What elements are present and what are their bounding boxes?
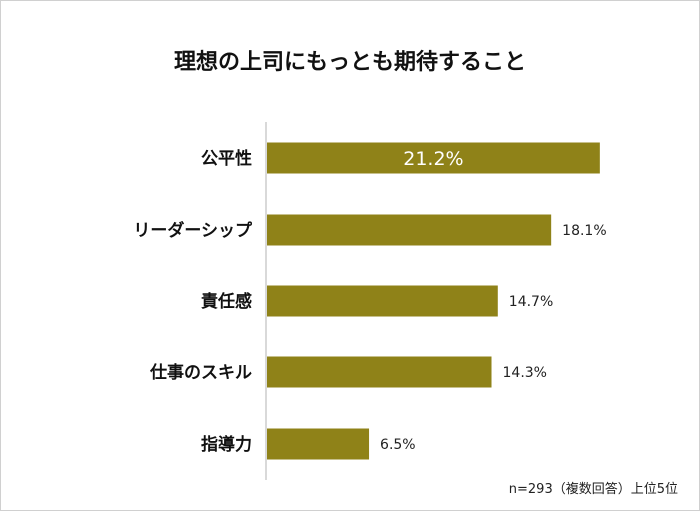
data-label: 14.3%: [503, 365, 547, 381]
sample-note: n=293（複数回答）上位5位: [508, 482, 678, 497]
data-label: 14.7%: [509, 294, 553, 310]
category-label: 責任感: [201, 291, 252, 312]
bar: [267, 142, 600, 174]
data-label: 6.5%: [380, 437, 416, 453]
bar: [267, 356, 492, 388]
bar: [267, 285, 498, 317]
category-label: 仕事のスキル: [149, 362, 252, 383]
category-label: 指導力: [201, 434, 252, 455]
chart-title: 理想の上司にもっとも期待すること: [173, 50, 526, 75]
category-label: 公平性: [201, 148, 252, 169]
bar: [267, 214, 552, 246]
category-label: リーダーシップ: [133, 220, 253, 241]
data-label: 18.1%: [562, 223, 606, 239]
bar: [267, 428, 370, 460]
data-label: 21.2%: [403, 148, 463, 170]
